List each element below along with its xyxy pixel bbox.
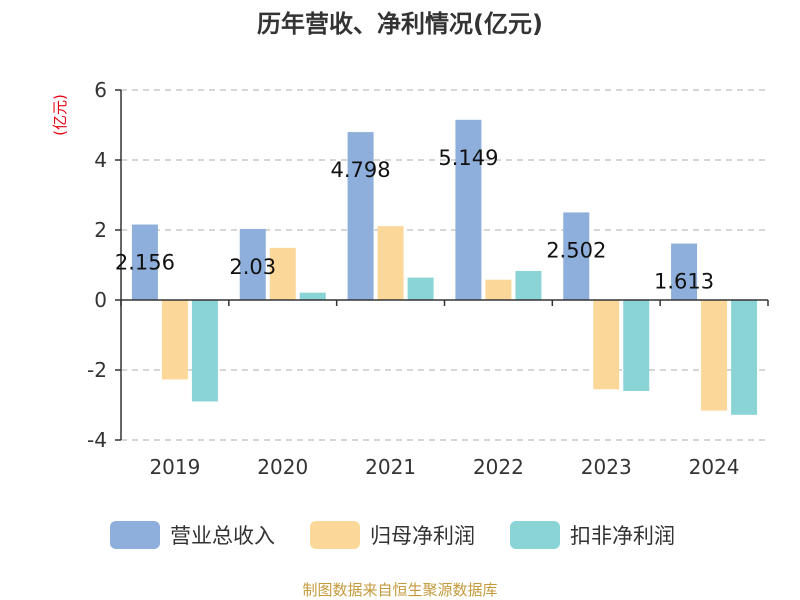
bar	[407, 277, 434, 300]
legend-swatch	[110, 521, 160, 549]
legend-label: 扣非净利润	[570, 524, 675, 548]
bars	[131, 119, 758, 415]
y-tick-label: 2	[94, 218, 107, 242]
x-axis-ticks: 2019 2020 2021 2022 2023 2024	[149, 455, 739, 479]
y-tick-label: 0	[94, 288, 107, 312]
bar	[485, 279, 512, 300]
x-tick-label: 2019	[149, 455, 200, 479]
y-tick-label: 6	[94, 78, 107, 102]
x-tick-label: 2021	[365, 455, 416, 479]
legend-label: 归母净利润	[370, 524, 475, 548]
bar	[671, 243, 698, 300]
data-source-note: 制图数据来自恒生聚源数据库	[302, 581, 497, 599]
data-label: 1.613	[654, 270, 714, 294]
grid-lines	[121, 89, 768, 441]
bar	[623, 300, 650, 391]
data-label: 2.03	[229, 255, 276, 279]
bar	[455, 119, 482, 300]
legend-swatch	[310, 521, 360, 549]
bar	[347, 132, 374, 300]
y-axis-unit-label: (亿元)	[51, 94, 69, 136]
data-labels: 2.156 2.03 4.798 5.149 2.502 1.613	[115, 146, 714, 294]
bar	[515, 270, 542, 300]
legend: 营业总收入 归母净利润 扣非净利润	[110, 521, 675, 549]
legend-swatch	[510, 521, 560, 549]
y-axis-ticks: 6 4 2 0 -2 -4	[87, 78, 121, 452]
bar	[131, 224, 158, 300]
bar	[377, 226, 404, 300]
y-tick-label: 4	[94, 148, 107, 172]
bar	[191, 300, 218, 402]
x-tick-label: 2024	[689, 455, 740, 479]
y-tick-label: -4	[87, 428, 107, 452]
x-tick-label: 2020	[257, 455, 308, 479]
bar	[593, 300, 620, 390]
data-label: 2.156	[115, 251, 175, 275]
data-label: 4.798	[331, 158, 391, 182]
x-tick-label: 2023	[581, 455, 632, 479]
x-tick-label: 2022	[473, 455, 524, 479]
bar	[299, 292, 326, 300]
chart-title: 历年营收、净利情况(亿元)	[257, 10, 543, 38]
bar	[563, 212, 590, 300]
bar	[239, 228, 266, 300]
bar	[269, 247, 296, 300]
y-tick-label: -2	[87, 358, 107, 382]
data-label: 5.149	[438, 146, 498, 170]
bar	[161, 300, 188, 380]
legend-label: 营业总收入	[170, 524, 275, 548]
axes	[120, 90, 769, 440]
bar	[701, 300, 728, 411]
data-label: 2.502	[546, 238, 606, 262]
bar	[731, 300, 758, 415]
